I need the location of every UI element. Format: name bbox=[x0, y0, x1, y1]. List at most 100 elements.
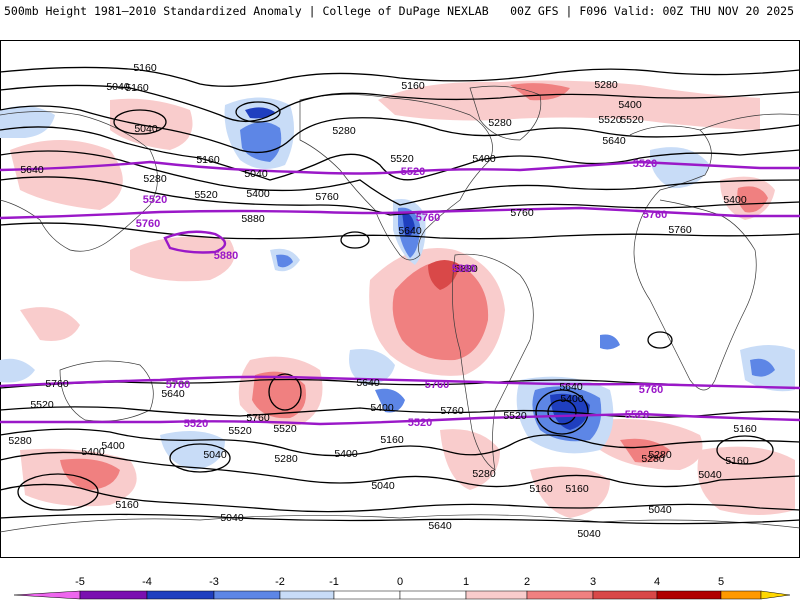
height-label: 5280 bbox=[594, 79, 618, 91]
height-label: 5760 bbox=[315, 191, 339, 203]
purple-contour-label: 5760 bbox=[416, 212, 440, 224]
model-run-info: 00Z GFS | F096 Valid: 00Z THU NOV 20 202… bbox=[510, 4, 794, 18]
height-label-group: 5160 5160 5040 5160 5280 5640 5520 5400 … bbox=[8, 62, 757, 540]
colorbar-tick: -1 bbox=[329, 576, 339, 588]
height-label: 5760 bbox=[668, 224, 692, 236]
height-label: 5520 bbox=[228, 425, 252, 437]
height-label: 5640 bbox=[161, 388, 185, 400]
height-label: 5160 bbox=[733, 423, 757, 435]
height-label: 5760 bbox=[45, 378, 69, 390]
colorbar-tick: 2 bbox=[524, 576, 530, 588]
height-label: 5640 bbox=[602, 135, 626, 147]
height-label: 5280 bbox=[332, 125, 356, 137]
colorbar-tick-labels: -5 -4 -3 -2 -1 0 1 2 3 4 5 bbox=[75, 576, 724, 588]
height-label: 5520 bbox=[30, 399, 54, 411]
height-label: 5280 bbox=[274, 453, 298, 465]
height-label: 5040 bbox=[203, 449, 227, 461]
height-label: 5760 bbox=[510, 207, 534, 219]
height-label: 5520 bbox=[598, 114, 622, 126]
height-label: 5640 bbox=[356, 377, 380, 389]
purple-contour-label: 5760 bbox=[136, 218, 160, 230]
height-label: 5040 bbox=[371, 480, 395, 492]
height-label: 5760 bbox=[246, 412, 270, 424]
height-label: 5280 bbox=[8, 435, 32, 447]
colorbar: -5 -4 -3 -2 -1 0 1 2 3 4 5 bbox=[13, 576, 791, 600]
height-label: 5880 bbox=[454, 263, 478, 275]
colorbar-tick: 0 bbox=[397, 576, 403, 588]
purple-contour-label: 5520 bbox=[143, 194, 167, 206]
height-label: 5040 bbox=[698, 469, 722, 481]
height-label: 5040 bbox=[134, 123, 158, 135]
australia-outline bbox=[59, 360, 154, 422]
height-label: 5160 bbox=[125, 82, 149, 94]
south-america-outline bbox=[452, 253, 534, 471]
antarctica-outline bbox=[0, 514, 800, 533]
purple-contour-label: 5760 bbox=[643, 209, 667, 221]
height-label: 5160 bbox=[133, 62, 157, 74]
height-contours bbox=[0, 66, 800, 525]
purple-contour-label: 5520 bbox=[408, 417, 432, 429]
height-label: 5280 bbox=[488, 117, 512, 129]
height-label: 5400 bbox=[334, 448, 358, 460]
map-title: 500mb Height 1981–2010 Standardized Anom… bbox=[4, 4, 489, 18]
anomaly-map: 5160 5160 5040 5160 5280 5640 5520 5400 … bbox=[0, 40, 800, 558]
greenland-outline bbox=[469, 85, 542, 141]
height-label: 5520 bbox=[390, 153, 414, 165]
purple-contour-label: 5760 bbox=[425, 379, 449, 391]
height-label: 5160 bbox=[380, 434, 404, 446]
coastlines bbox=[0, 85, 800, 533]
height-label: 5520 bbox=[273, 423, 297, 435]
height-label: 5400 bbox=[560, 393, 584, 405]
height-label: 5880 bbox=[241, 213, 265, 225]
purple-contour-label: 5880 bbox=[214, 250, 238, 262]
purple-contour-label: 5880 bbox=[452, 263, 476, 275]
height-label: 5640 bbox=[428, 520, 452, 532]
height-label: 5280 bbox=[641, 453, 665, 465]
colorbar-tick: -3 bbox=[209, 576, 219, 588]
height-label: 5400 bbox=[246, 188, 270, 200]
height-label: 5280 bbox=[143, 173, 167, 185]
height-label: 5400 bbox=[723, 194, 747, 206]
height-label: 5400 bbox=[618, 99, 642, 111]
height-label: 5640 bbox=[20, 164, 44, 176]
height-label: 5040 bbox=[106, 81, 130, 93]
height-label: 5040 bbox=[244, 168, 268, 180]
height-label: 5520 bbox=[503, 410, 527, 422]
height-label: 5640 bbox=[559, 381, 583, 393]
europe-africa-outline bbox=[629, 125, 757, 391]
purple-contour-label: 5520 bbox=[625, 409, 649, 421]
purple-contours bbox=[0, 160, 800, 426]
height-label: 5160 bbox=[401, 80, 425, 92]
height-label: 5160 bbox=[196, 154, 220, 166]
colorbar-tick: -4 bbox=[142, 576, 152, 588]
height-label: 5040 bbox=[220, 512, 244, 524]
height-label: 5760 bbox=[440, 405, 464, 417]
purple-label-group: 5520 5760 5880 5520 5760 5880 5520 5760 … bbox=[136, 158, 667, 430]
height-label: 5160 bbox=[115, 499, 139, 511]
purple-contour-label: 5520 bbox=[633, 158, 657, 170]
height-label: 5280 bbox=[648, 449, 672, 461]
purple-contour-label: 5760 bbox=[639, 384, 663, 396]
colorbar-tick: 3 bbox=[590, 576, 596, 588]
height-label: 5520 bbox=[620, 114, 644, 126]
colorbar-tick: -2 bbox=[275, 576, 285, 588]
colorbar-tick: 1 bbox=[463, 576, 469, 588]
north-america-outline bbox=[299, 94, 493, 261]
purple-contour-label: 5520 bbox=[401, 166, 425, 178]
height-label: 5400 bbox=[101, 440, 125, 452]
height-label: 5280 bbox=[472, 468, 496, 480]
height-label: 5040 bbox=[648, 504, 672, 516]
height-label: 5160 bbox=[725, 455, 749, 467]
height-label: 5520 bbox=[194, 189, 218, 201]
purple-contour-label: 5520 bbox=[184, 418, 208, 430]
height-label: 5040 bbox=[577, 528, 601, 540]
height-label: 5400 bbox=[472, 153, 496, 165]
colorbar-tick: 4 bbox=[654, 576, 660, 588]
height-label: 5160 bbox=[565, 483, 589, 495]
height-label: 5640 bbox=[398, 225, 422, 237]
colorbar-tick: 5 bbox=[718, 576, 724, 588]
height-label: 5400 bbox=[370, 402, 394, 414]
purple-contour-label: 5760 bbox=[166, 379, 190, 391]
colorbar-swatches bbox=[13, 590, 791, 600]
asia-outline bbox=[0, 111, 800, 252]
